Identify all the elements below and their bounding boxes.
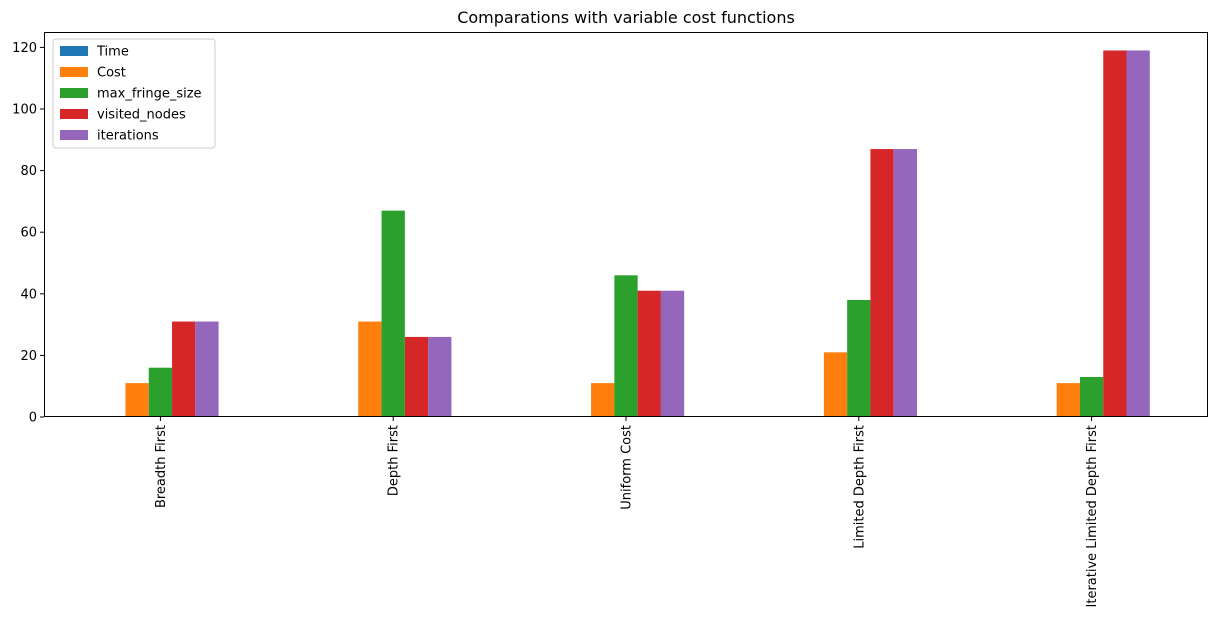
legend-label-visited-nodes: visited_nodes xyxy=(97,108,186,123)
bar-cost-4 xyxy=(1056,383,1080,417)
bar-max-fringe-size-4 xyxy=(1079,376,1104,417)
bars-group xyxy=(125,50,1150,418)
y-tick-label-2: 40 xyxy=(20,287,37,302)
bar-visited-nodes-1 xyxy=(404,336,429,417)
x-tick-label-3: Limited Depth First xyxy=(852,425,867,549)
bar-max-fringe-size-3 xyxy=(847,299,871,417)
x-tick-label-2: Uniform Cost xyxy=(620,425,635,510)
bar-max-fringe-size-2 xyxy=(614,275,638,417)
plot-frame xyxy=(44,32,1208,417)
x-tick-label-0: Breadth First xyxy=(154,425,169,508)
bar-visited-nodes-0 xyxy=(172,321,196,417)
x-tick-label-4: Iterative Limited Depth First xyxy=(1085,425,1100,607)
bar-iterations-2 xyxy=(660,290,685,417)
bar-cost-1 xyxy=(358,321,382,417)
legend-label-max-fringe-size: max_fringe_size xyxy=(97,87,202,102)
legend: Time Cost max_fringe_size visited_nodesiter… xyxy=(52,38,216,149)
bar-cost-3 xyxy=(823,352,848,417)
y-tick-label-1: 20 xyxy=(20,349,37,364)
bar-iterations-3 xyxy=(893,149,917,418)
bar-iterations-0 xyxy=(195,321,219,417)
legend-box xyxy=(52,38,216,149)
bar-cost-2 xyxy=(591,383,615,417)
legend-label-time: Time xyxy=(96,45,129,60)
x-tick-label-1: Depth First xyxy=(387,425,402,496)
y-tick-label-0: 0 xyxy=(29,411,37,426)
bar-visited-nodes-3 xyxy=(870,149,894,418)
legend-swatch-max-fringe-size xyxy=(60,88,88,98)
legend-swatch-time xyxy=(60,46,88,56)
y-axis: 0 20 40 60 80 100 120 xyxy=(12,41,44,426)
y-tick-label-6: 120 xyxy=(12,41,37,56)
legend-swatch-visited-nodes xyxy=(60,109,88,119)
y-tick-label-4: 80 xyxy=(20,164,37,179)
legend-swatch-iterations xyxy=(60,130,88,140)
bar-iterations-4 xyxy=(1126,50,1150,417)
legend-label-iterations: iterations xyxy=(97,129,159,144)
chart-title: Comparations with variable cost function… xyxy=(457,8,795,27)
bar-max-fringe-size-1 xyxy=(381,210,405,417)
legend-label-cost: Cost xyxy=(97,66,126,81)
bar-max-fringe-size-0 xyxy=(148,367,173,417)
bar-iterations-1 xyxy=(428,336,452,417)
y-tick-label-3: 60 xyxy=(20,226,37,241)
y-tick-label-5: 100 xyxy=(12,103,37,118)
x-axis: Breadth First Depth First Uniform Cost Limi… xyxy=(154,417,1100,607)
bar-visited-nodes-2 xyxy=(637,290,661,417)
bar-visited-nodes-4 xyxy=(1103,50,1127,417)
bar-cost-0 xyxy=(125,383,149,417)
legend-swatch-cost xyxy=(60,67,88,77)
